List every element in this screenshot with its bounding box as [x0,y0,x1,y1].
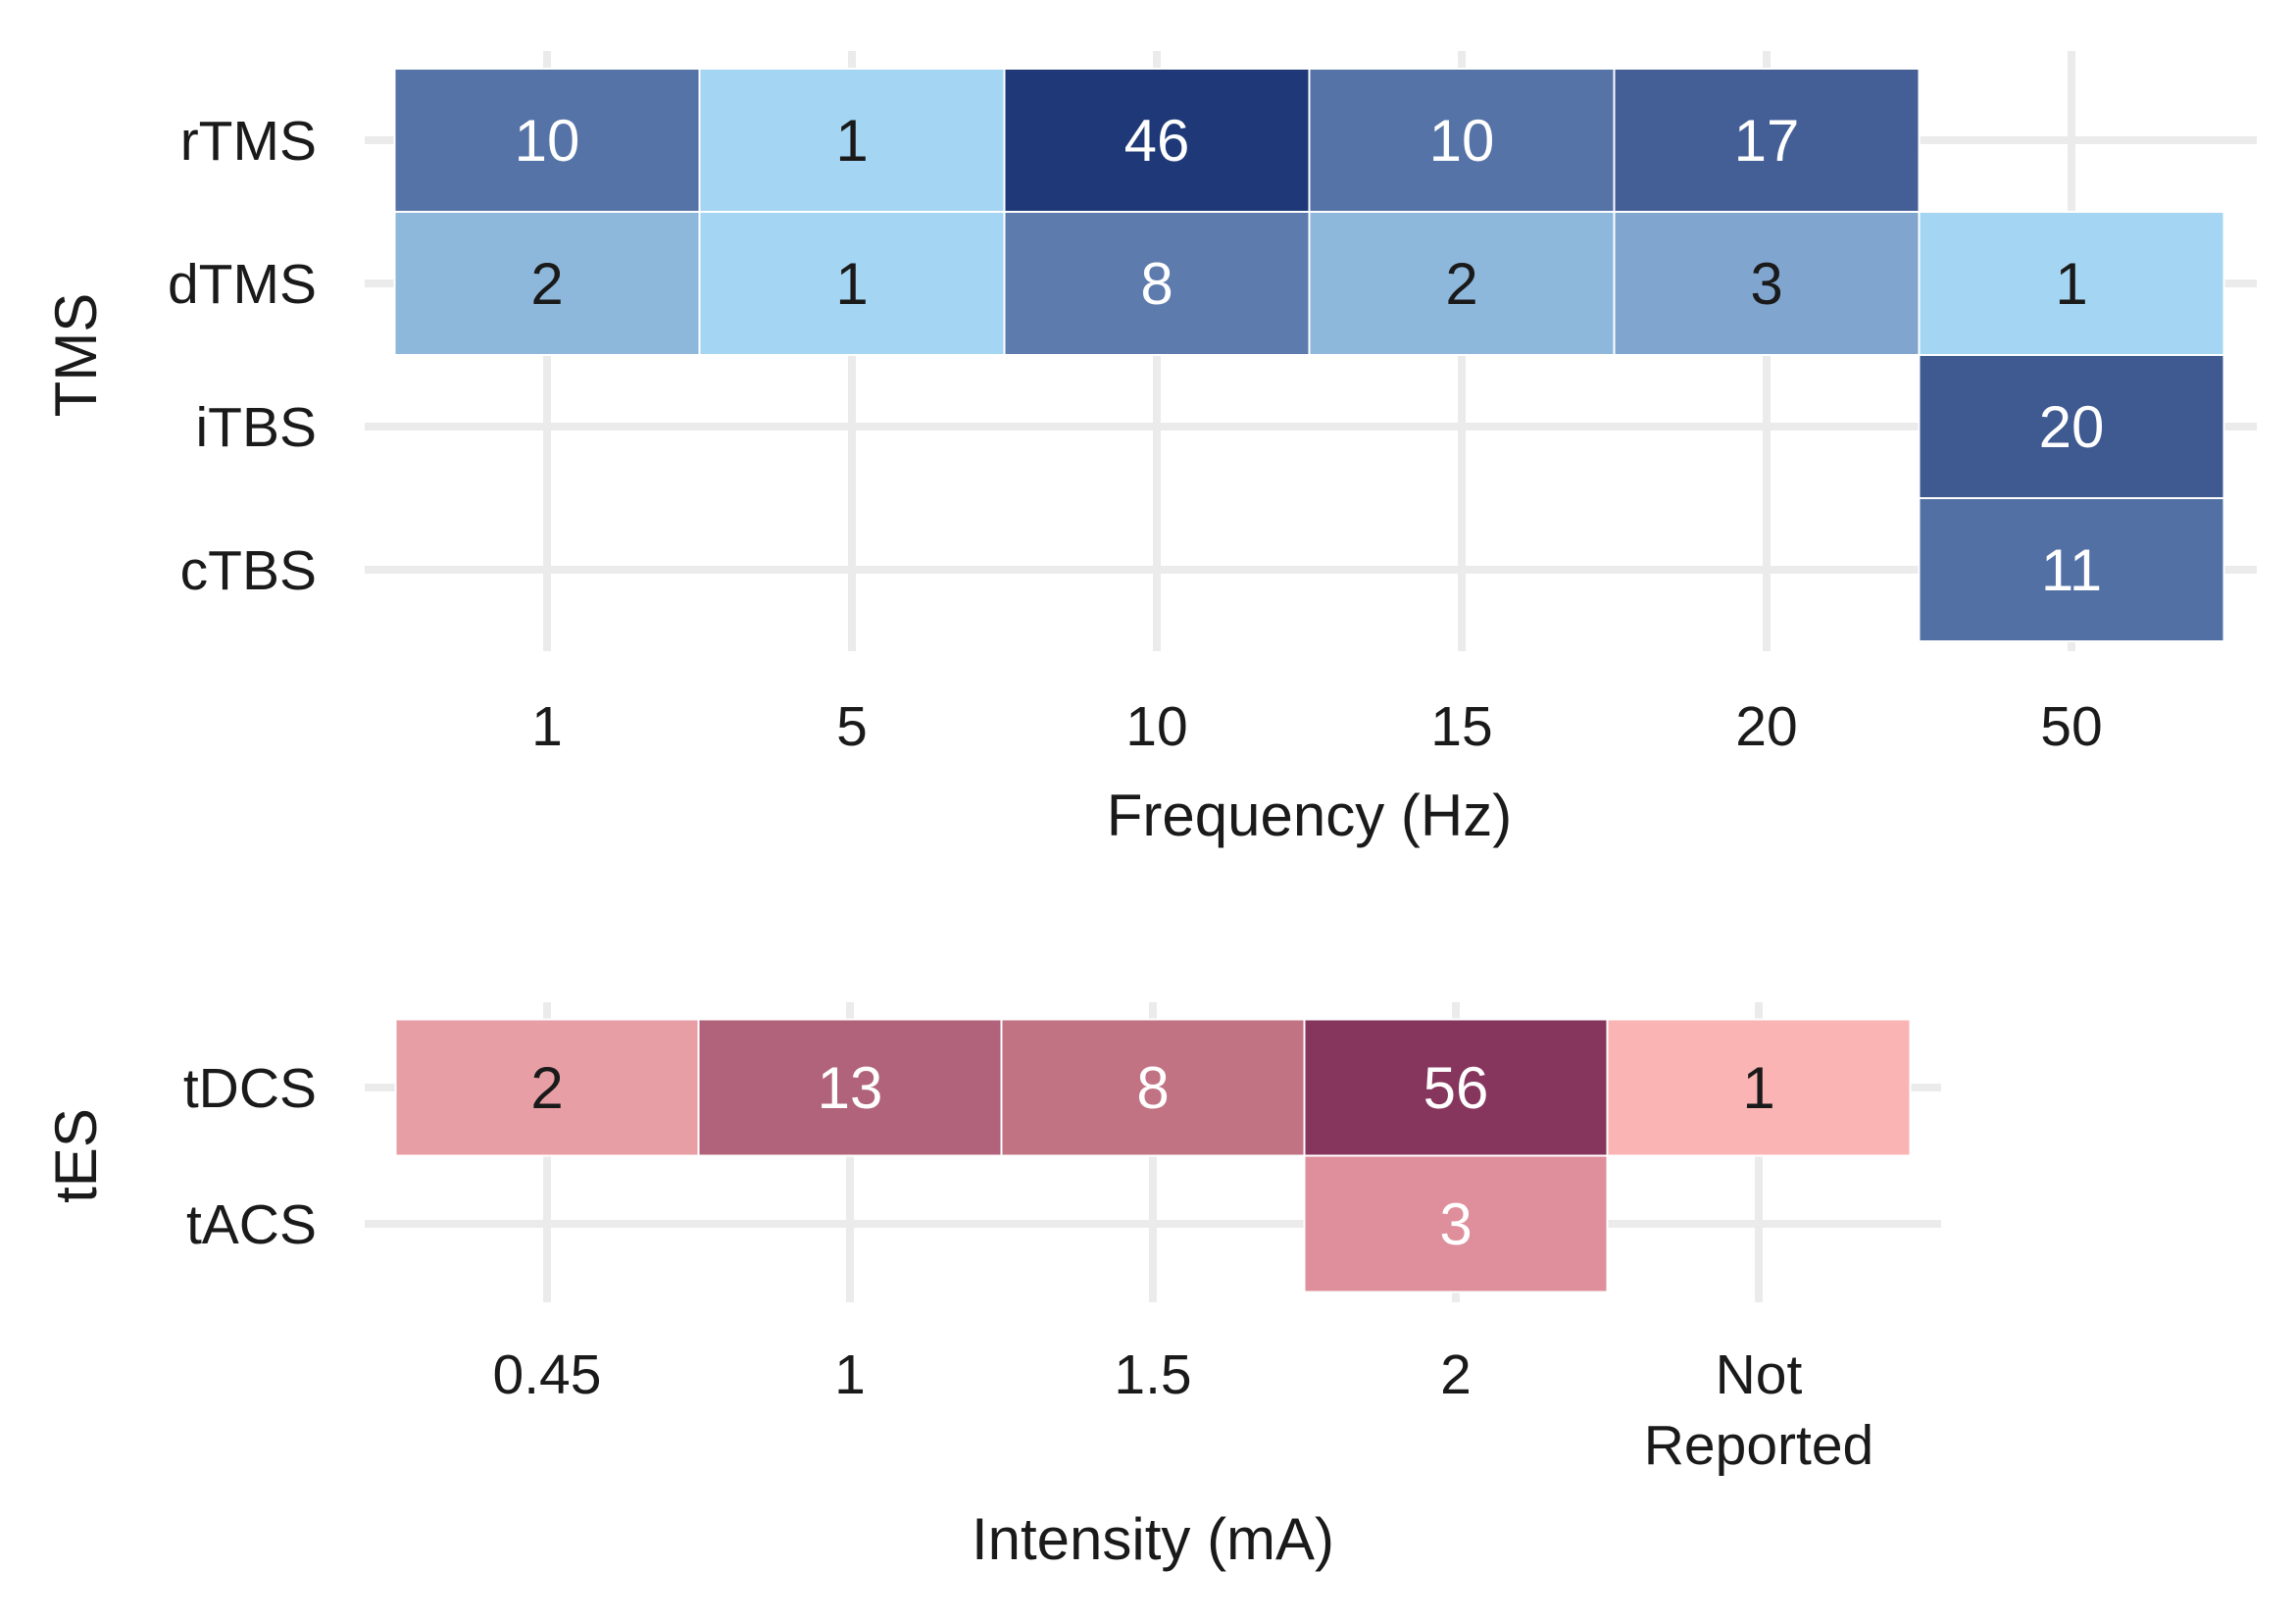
cell-value-label: 3 [1439,1191,1472,1257]
cell-value-label: 3 [1750,251,1782,317]
x-tick-label: 1 [531,695,563,758]
x-tick-label: 1.5 [1114,1343,1191,1406]
cell-value-label: 17 [1734,108,1800,174]
tes-heatmap-panel: 2 13 8 56 130.45 1 1.5 2 Not ReportedtDCStACSInte… [43,1002,1941,1572]
heatmap-cell [1918,354,2225,499]
y-tick-label: rTMS [180,110,317,173]
cell-value-label: 10 [515,108,580,174]
x-tick-label: 15 [1430,695,1492,758]
heatmap-cell [1918,497,2225,642]
cell-value-label: 8 [1140,251,1173,317]
x-tick-label: 2 [1440,1343,1472,1406]
heatmap-cell [1000,1018,1306,1157]
heatmap-cell [1003,211,1311,356]
cell-value-label: 13 [818,1055,883,1121]
x-tick-label: 0.45 [493,1343,602,1406]
heatmap-cell [1918,211,2225,356]
heatmap-cell [393,211,701,356]
y-tick-label: tDCS [183,1057,317,1120]
cell-value-label: 2 [530,1055,563,1121]
cell-value-label: 1 [1742,1055,1774,1121]
heatmap-cell [698,211,1006,356]
heatmap-cell [1613,211,1921,356]
y-tick-label: cTBS [180,539,317,602]
x-tick-label: 50 [2040,695,2102,758]
cell-value-label: 11 [2041,537,2102,603]
cell-value-label: 1 [835,251,868,317]
cell-value-label: 1 [2055,251,2087,317]
heatmap-cell [1613,68,1921,213]
cell-value-label: 8 [1136,1055,1169,1121]
heatmap-cell [1303,1154,1609,1293]
x-axis-title: Frequency (Hz) [1107,783,1512,848]
y-tick-label: dTMS [168,253,317,316]
x-tick-label: Not Reported [1644,1343,1874,1477]
heatmap-cell [698,68,1006,213]
cell-value-label: 1 [835,108,868,174]
cell-value-label: 2 [530,251,563,317]
cell-value-label: 46 [1124,108,1190,174]
y-tick-label: tACS [186,1193,317,1256]
x-axis-title: Intensity (mA) [972,1506,1334,1572]
y-axis-title: tES [43,1108,109,1203]
heatmap-cell [1606,1018,1912,1157]
heatmap-cell [1308,68,1616,213]
cell-value-label: 56 [1423,1055,1489,1121]
x-tick-label: 1 [834,1343,866,1406]
x-tick-label: 5 [836,695,868,758]
cell-value-label: 20 [2039,394,2105,460]
x-tick-label: 20 [1735,695,1797,758]
y-tick-label: iTBS [195,396,317,459]
cell-value-label: 10 [1429,108,1495,174]
x-tick-label: 10 [1125,695,1187,758]
heatmap-cell [697,1018,1003,1157]
heatmap-cell [1308,211,1616,356]
heatmap-cell [1303,1018,1609,1157]
y-axis-title: TMS [43,293,109,418]
cell-value-label: 2 [1445,251,1477,317]
